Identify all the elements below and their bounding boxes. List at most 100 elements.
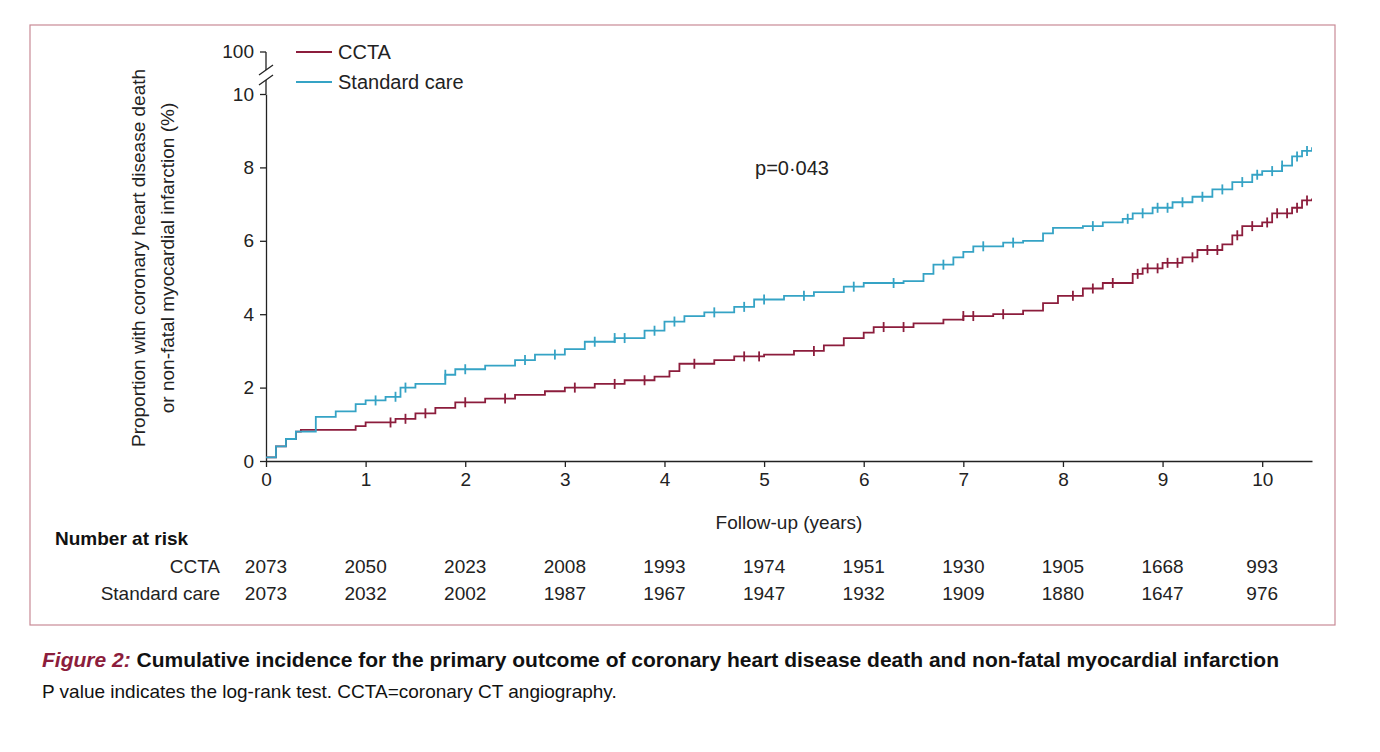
- x-axis-title: Follow-up (years): [716, 512, 863, 533]
- y-tick-mark: [260, 387, 266, 388]
- censor-mark: [1271, 166, 1273, 176]
- x-tick-label: 7: [959, 469, 970, 490]
- censor-mark: [813, 346, 815, 356]
- x-tick: 6: [859, 461, 870, 490]
- risk-value: 2023: [444, 556, 486, 577]
- censor-mark: [1296, 151, 1298, 161]
- y-tick: 10: [233, 84, 266, 105]
- y-tick: 4: [243, 304, 266, 325]
- censor-mark: [1266, 217, 1268, 227]
- risk-row-label: CCTA: [170, 556, 221, 577]
- censor-mark: [1112, 278, 1114, 288]
- y-axis-line: [266, 95, 267, 462]
- x-tick: 7: [959, 461, 970, 490]
- censor-mark: [1192, 252, 1194, 262]
- censor-mark: [654, 326, 656, 336]
- annotation: p=0·043: [755, 157, 829, 179]
- risk-row-label: Standard care: [101, 583, 220, 604]
- x-tick-mark: [365, 461, 366, 467]
- x-tick-mark: [963, 461, 964, 467]
- x-tick: 5: [759, 461, 770, 490]
- risk-value: 2050: [344, 556, 386, 577]
- x-tick-label: 2: [460, 469, 471, 490]
- caption-title: Figure 2: Cumulative incidence for the p…: [42, 644, 1292, 675]
- figure-label: Figure 2:: [42, 648, 131, 671]
- censor-mark: [554, 350, 556, 360]
- censor-mark: [1256, 170, 1258, 180]
- censor-mark: [375, 395, 377, 405]
- x-tick: 2: [460, 461, 471, 490]
- risk-value: 2073: [245, 556, 287, 577]
- x-tick-label: 9: [1158, 469, 1169, 490]
- censor-mark: [972, 311, 974, 321]
- x-tick-label: 6: [859, 469, 870, 490]
- break-mark: [259, 65, 273, 75]
- censor-mark: [405, 383, 407, 393]
- censor-mark: [743, 351, 745, 361]
- risk-value: 2008: [544, 556, 586, 577]
- risk-value: 1974: [743, 556, 786, 577]
- y-axis: 0246810: [233, 84, 267, 472]
- censor-mark: [464, 364, 466, 374]
- legend-swatch: [296, 51, 332, 53]
- censor-mark: [1306, 146, 1308, 156]
- plot-area: [266, 146, 1312, 457]
- censor-mark: [982, 241, 984, 251]
- x-tick-label: 1: [361, 469, 372, 490]
- censor-mark: [1177, 258, 1179, 268]
- censor-mark: [1092, 221, 1094, 231]
- censor-mark: [1137, 269, 1139, 279]
- y-axis-title: or non-fatal myocardial infarction (%): [157, 103, 178, 413]
- censor-mark: [1012, 238, 1014, 248]
- censor-mark: [1236, 230, 1238, 240]
- risk-value: 1668: [1141, 556, 1183, 577]
- x-tick: 1: [361, 461, 372, 490]
- x-axis-line: [267, 461, 1313, 462]
- y-tick-label: 8: [243, 157, 254, 178]
- censor-mark: [674, 317, 676, 327]
- censor-mark: [1202, 192, 1204, 202]
- y-tick-label: 0: [243, 451, 254, 472]
- censor-mark: [464, 397, 466, 407]
- break-mark: [259, 75, 273, 85]
- note: P value indicates the log-rank test. CCT…: [42, 679, 1292, 705]
- legend-swatch: [296, 81, 332, 83]
- censor-mark: [1306, 195, 1308, 205]
- risk-value: 1880: [1042, 583, 1084, 604]
- y-tick-mark: [260, 461, 266, 462]
- y-tick-mark: [260, 314, 266, 315]
- x-tick: 10: [1252, 461, 1273, 490]
- censor-mark: [1167, 203, 1169, 213]
- curve: [266, 199, 1312, 458]
- censor-mark: [405, 414, 407, 424]
- censor-mark: [390, 417, 392, 427]
- censor-mark: [1207, 245, 1209, 255]
- x-tick-label: 3: [560, 469, 571, 490]
- x-tick-label: 10: [1252, 469, 1273, 490]
- censor-mark: [395, 392, 397, 402]
- censor-mark: [504, 394, 506, 404]
- y-axis-line: [265, 52, 266, 70]
- censor-mark: [803, 291, 805, 301]
- x-tick: 0: [261, 461, 272, 490]
- x-tick-mark: [1162, 461, 1163, 467]
- censor-mark: [1281, 161, 1283, 171]
- legend: CCTAStandard care: [296, 41, 464, 93]
- y-tick-label: 4: [243, 304, 254, 325]
- x-tick: 4: [660, 461, 671, 490]
- x-tick-mark: [764, 461, 765, 467]
- censor-mark: [1216, 245, 1218, 255]
- censor-mark: [758, 351, 760, 361]
- risk-value: 1947: [743, 583, 785, 604]
- x-tick: 9: [1158, 461, 1169, 490]
- y-tick-label: 2: [243, 377, 254, 398]
- censor-mark: [1127, 214, 1129, 224]
- y-tick-mark: [260, 167, 266, 168]
- risk-value: 1987: [544, 583, 586, 604]
- x-tick: 8: [1058, 461, 1069, 490]
- censor-mark: [614, 379, 616, 389]
- censor-mark: [893, 278, 895, 288]
- censor-mark: [1241, 177, 1243, 187]
- risk-value: 1647: [1141, 583, 1183, 604]
- censor-mark: [1286, 208, 1288, 218]
